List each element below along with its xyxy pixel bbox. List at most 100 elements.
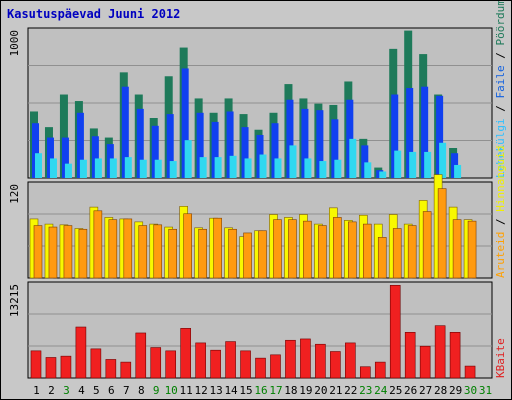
day-label-9: 9 [153,384,160,397]
top-panel-legend-item: Lehekülgi [494,118,507,178]
bar-files-day-10 [166,114,174,178]
bar-unique-day-8 [138,225,148,279]
bar-pages-day-29 [454,164,462,178]
bar-files-day-15 [241,127,249,178]
top-panel-legend-item: / [494,46,507,66]
top-panel-legend-item: / [494,99,507,119]
top-panel-legend-item: Pöördumisi [494,1,507,46]
day-label-10: 10 [165,384,178,397]
bar-files-day-19 [301,108,309,178]
bar-unique-day-27 [422,211,432,279]
day-label-31: 31 [479,384,492,397]
bar-pages-day-17 [274,158,282,178]
bar-unique-day-7 [123,218,133,279]
bar-files-day-4 [76,112,84,178]
middle-panel-legend-item: / [494,212,507,232]
bottom-ymax-label: 13215 [8,284,21,317]
bar-pages-day-6 [109,158,117,178]
top-panel-legend-item: Faile [494,65,507,98]
bar-pages-day-20 [319,161,327,178]
bar-files-day-1 [32,123,39,178]
bar-kbytes-day-14 [225,341,236,379]
day-label-7: 7 [123,384,130,397]
bar-kbytes-day-21 [330,351,341,379]
bar-pages-day-28 [439,142,447,178]
bar-unique-day-30 [467,220,477,279]
bar-unique-day-10 [168,228,178,279]
bar-unique-day-12 [198,228,207,279]
day-label-21: 21 [329,384,342,397]
bar-pages-day-25 [394,150,402,178]
day-label-26: 26 [404,384,417,397]
day-label-20: 20 [314,384,327,397]
day-label-3: 3 [63,384,70,397]
day-label-13: 13 [209,384,222,397]
bar-kbytes-day-2 [45,357,57,379]
bar-kbytes-day-12 [195,342,206,379]
bar-pages-day-22 [349,138,357,178]
bar-unique-day-25 [392,228,402,279]
bar-files-day-8 [136,108,144,178]
bar-unique-day-18 [288,219,297,279]
day-label-25: 25 [389,384,402,397]
bar-kbytes-day-7 [120,361,132,379]
bar-unique-day-15 [243,232,252,279]
bar-files-day-28 [436,95,444,178]
day-label-22: 22 [344,384,357,397]
bar-unique-day-3 [63,225,73,279]
day-label-11: 11 [180,384,193,397]
bar-pages-day-2 [49,158,57,178]
bar-kbytes-day-5 [90,348,102,379]
bar-files-day-26 [406,88,414,178]
bar-pages-day-26 [409,151,417,178]
bar-kbytes-day-8 [135,332,147,379]
bar-kbytes-day-9 [150,347,162,379]
bar-unique-day-24 [377,237,387,279]
bar-kbytes-day-28 [434,325,446,379]
bar-pages-day-10 [169,161,177,178]
day-label-2: 2 [48,384,55,397]
bar-pages-day-7 [124,157,132,178]
bar-unique-day-1 [33,225,43,279]
bar-files-day-21 [331,119,339,178]
bottom-panel-legend: KBaite [494,338,507,378]
bar-pages-day-23 [364,162,372,178]
day-label-5: 5 [93,384,100,397]
bar-pages-day-12 [199,157,207,178]
bar-pages-day-1 [35,153,42,178]
day-label-16: 16 [254,384,267,397]
day-label-4: 4 [78,384,85,397]
bar-kbytes-day-20 [315,343,326,379]
bar-files-day-2 [46,137,54,178]
bar-pages-day-4 [79,159,87,178]
bar-kbytes-day-10 [165,350,177,379]
bar-unique-day-6 [108,219,118,279]
bar-unique-day-29 [452,219,462,279]
bar-kbytes-day-25 [389,285,401,379]
bar-kbytes-day-3 [60,355,72,379]
day-label-29: 29 [449,384,462,397]
bar-files-day-3 [61,137,69,178]
bar-files-day-5 [91,136,99,178]
bar-files-day-27 [421,86,429,178]
bar-visits-day-3 [59,94,68,178]
bar-files-day-14 [226,111,234,178]
bar-pages-day-13 [214,157,222,178]
day-label-27: 27 [419,384,432,397]
bar-files-day-25 [391,94,399,178]
top-panel-legend: Lehekülgi / Faile / Pöördumisi [494,1,507,178]
bar-unique-day-26 [407,225,417,279]
day-label-24: 24 [374,384,388,397]
bar-kbytes-day-22 [345,342,356,379]
bar-pages-day-18 [289,145,297,178]
day-label-14: 14 [224,384,238,397]
bar-kbytes-day-26 [404,332,416,379]
day-label-1: 1 [33,384,40,397]
bar-pages-day-21 [334,159,342,178]
bar-files-day-20 [316,110,324,178]
middle-panel-legend-item: Aruteid [494,232,507,278]
bar-kbytes-day-29 [449,332,461,379]
day-label-30: 30 [464,384,477,397]
